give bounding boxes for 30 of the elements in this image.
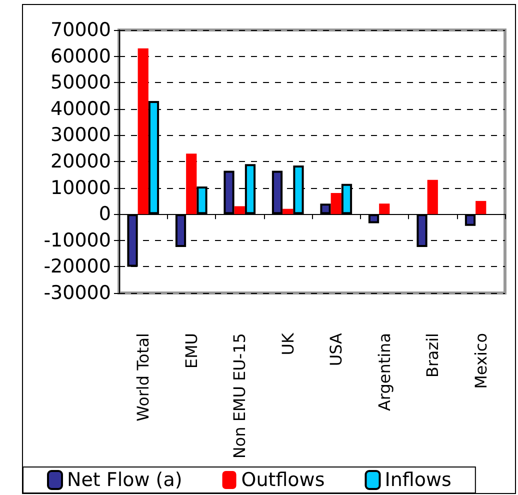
legend-label: Net Flow (a) [67, 469, 182, 491]
y-tick-label: 0 [98, 203, 111, 226]
y-tick-label: 70000 [50, 19, 111, 41]
bar [138, 48, 148, 214]
x-tick-label: USA [326, 332, 346, 366]
x-tick-label: Brazil [423, 333, 442, 378]
bar [379, 204, 390, 214]
bar [186, 154, 197, 214]
y-tick-label: 60000 [50, 45, 111, 68]
bar [282, 208, 294, 214]
x-tick-label: UK [278, 332, 298, 356]
bar [234, 206, 245, 214]
bar [330, 193, 342, 214]
y-tick-label: 50000 [50, 72, 111, 94]
y-tick-label: -30000 [44, 282, 111, 304]
legend-label: Outflows [241, 469, 325, 491]
x-tick-label: Argentina [374, 333, 394, 412]
x-tick-label: World Total [134, 333, 153, 422]
x-tick-label: Non EMU EU-15 [230, 333, 250, 459]
y-tick-label: 40000 [50, 98, 111, 120]
bar [427, 180, 438, 214]
y-tick-label: -20000 [44, 256, 111, 278]
y-tick-label: 30000 [50, 124, 111, 146]
bar [476, 200, 486, 214]
y-tick-label: 10000 [50, 176, 111, 199]
legend-label: Inflows [384, 469, 452, 491]
x-tick-label: EMU [182, 333, 201, 369]
y-tick-label: 20000 [50, 150, 111, 172]
x-tick-label: Mexico [471, 333, 490, 389]
y-tick-label: -10000 [44, 229, 111, 252]
